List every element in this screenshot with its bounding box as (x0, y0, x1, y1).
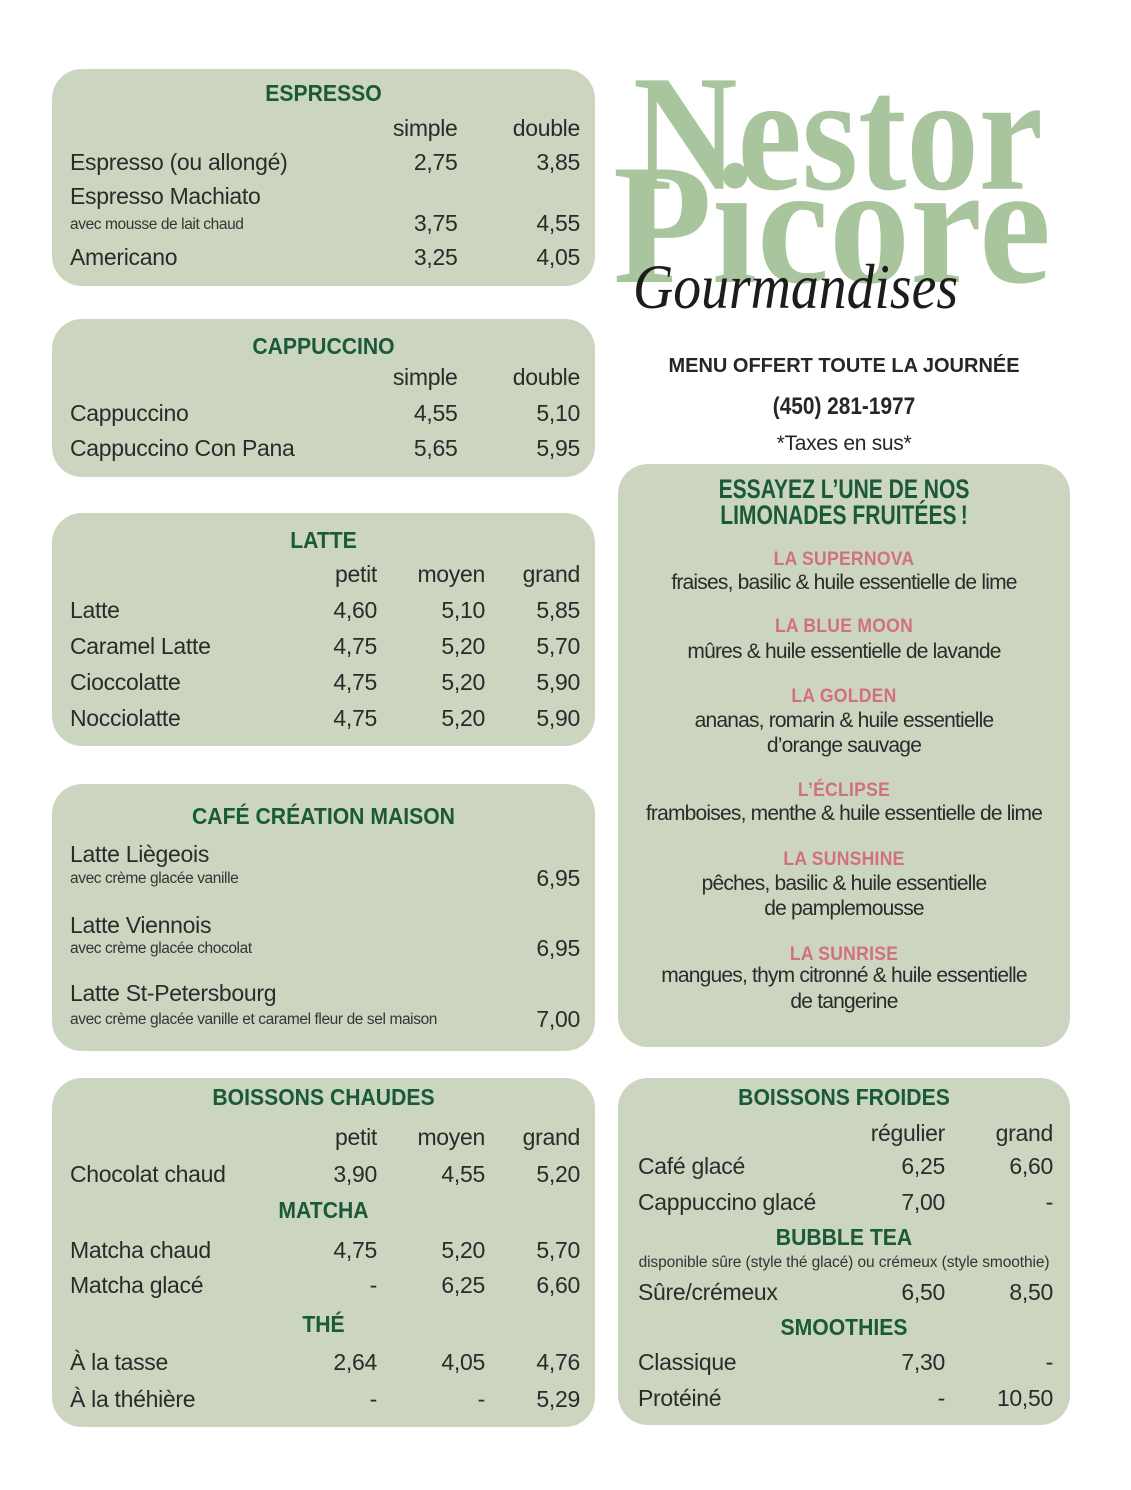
svg-text:Gourmandises: Gourmandises (633, 251, 958, 322)
svg-text:Picore: Picore (613, 130, 1051, 320)
svg-text:Nestor: Nestor (633, 41, 1043, 225)
